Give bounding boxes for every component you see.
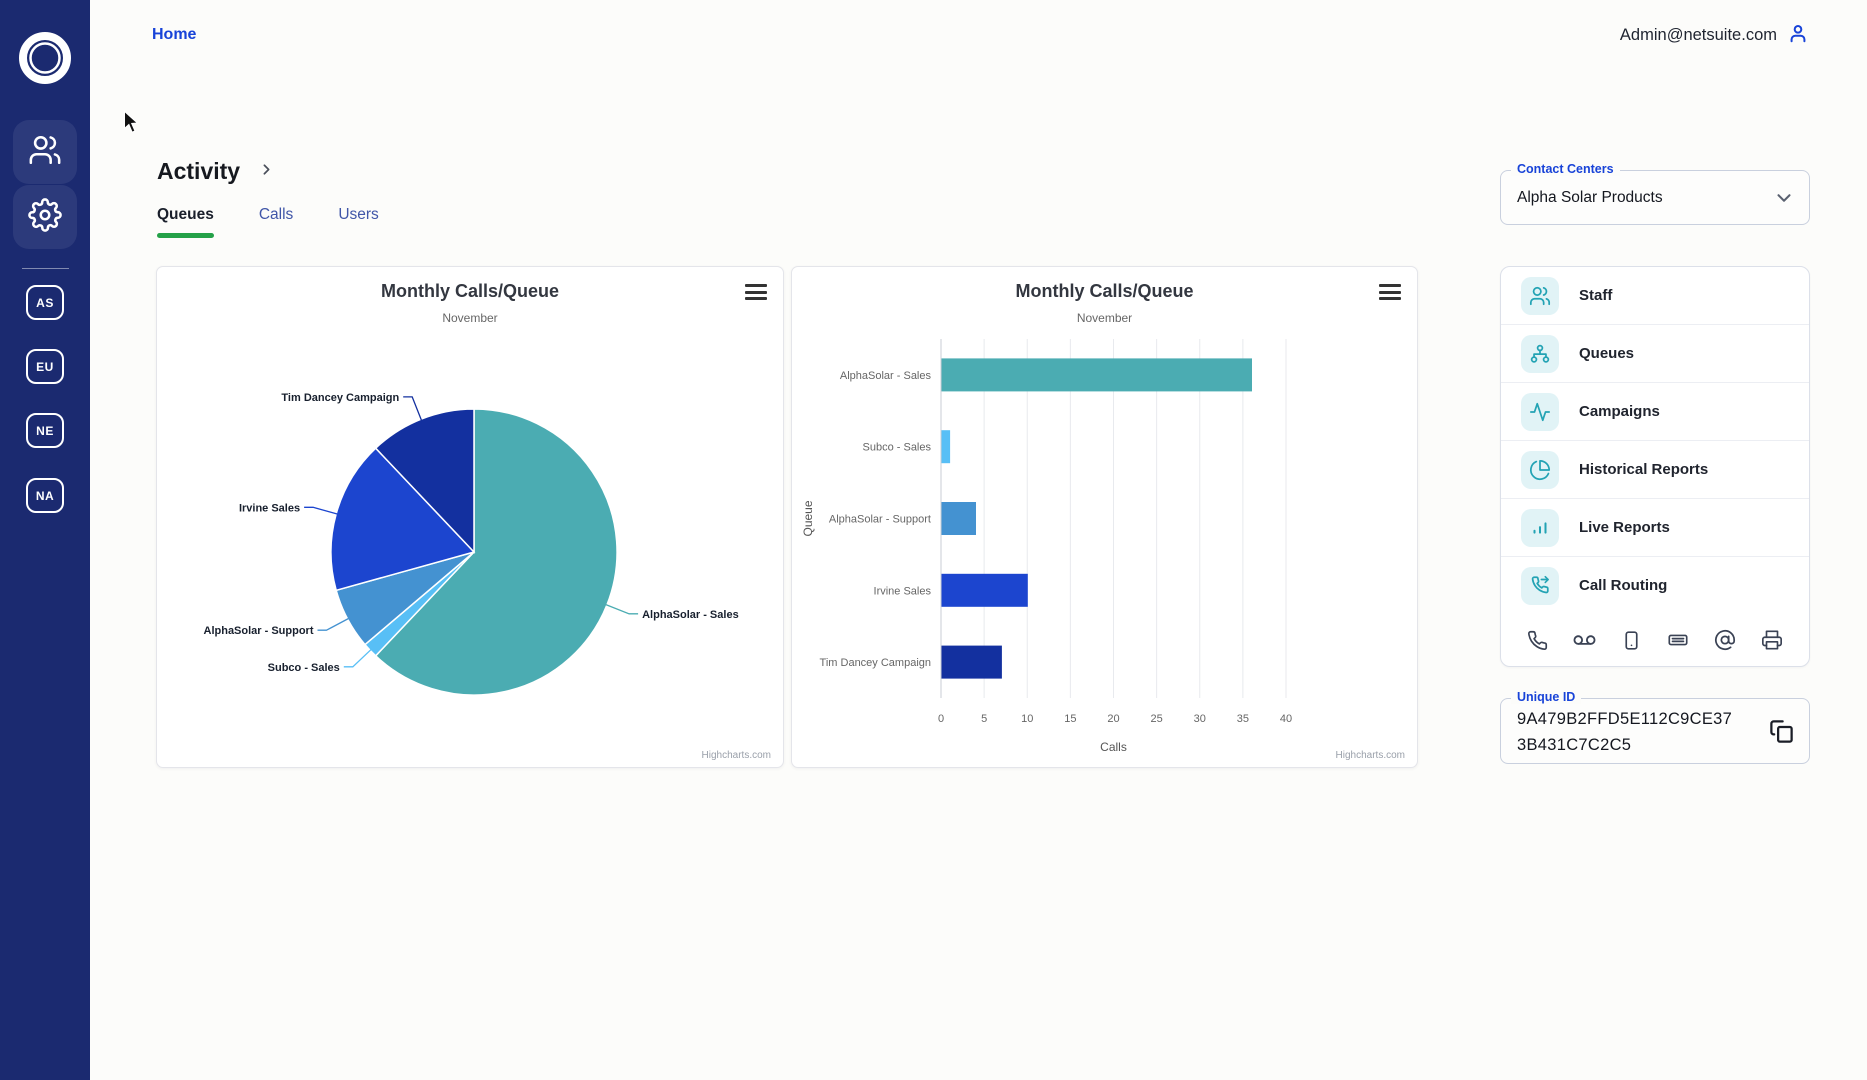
mouse-cursor [122, 109, 140, 139]
chevron-down-icon [1773, 187, 1795, 214]
bar-chart-card: Monthly Calls/Queue November 0 5 10 15 20 25 3… [791, 266, 1418, 768]
svg-text:15: 15 [1064, 713, 1076, 725]
historical-reports-icon [1521, 450, 1559, 489]
chevron-right-icon[interactable] [258, 161, 275, 183]
admin-menu: Staff Queues Campaigns Historical Report… [1500, 266, 1810, 667]
region-badge-na[interactable]: NA [26, 478, 64, 513]
admin-email: Admin@netsuite.com [1619, 26, 1777, 44]
svg-text:30: 30 [1194, 713, 1206, 725]
svg-text:25: 25 [1151, 713, 1163, 725]
queues-icon [1521, 334, 1559, 373]
activity-tabs: Queues Calls Users [157, 206, 379, 238]
tab-calls[interactable]: Calls [258, 206, 294, 223]
channel-icon-row [1501, 614, 1809, 666]
svg-text:35: 35 [1237, 713, 1249, 725]
active-tab-underline [157, 233, 214, 238]
menu-item-historical-reports[interactable]: Historical Reports [1501, 441, 1809, 499]
unique-id-field: Unique ID 9A479B2FFD5E112C9CE37 3B431C7C… [1500, 690, 1810, 764]
voicemail-icon[interactable] [1573, 629, 1596, 652]
sidebar-divider [22, 268, 69, 269]
svg-text:AlphaSolar - Support: AlphaSolar - Support [204, 625, 314, 637]
staff-icon [1521, 276, 1559, 315]
svg-text:AlphaSolar - Sales: AlphaSolar - Sales [840, 370, 932, 382]
svg-text:40: 40 [1280, 713, 1292, 725]
tab-users[interactable]: Users [338, 206, 379, 223]
bar-chart-subtitle: November [1076, 311, 1133, 325]
admin-account-menu[interactable]: Admin@netsuite.com [1620, 22, 1809, 49]
svg-text:AlphaSolar - Support: AlphaSolar - Support [829, 514, 931, 526]
copy-icon[interactable] [1768, 718, 1795, 750]
pie-chart-card: Monthly Calls/Queue November AlphaSolar … [156, 266, 784, 768]
tab-queues[interactable]: Queues [157, 206, 214, 238]
svg-text:Irvine Sales: Irvine Sales [239, 502, 300, 514]
unique-id-value: 9A479B2FFD5E112C9CE37 3B431C7C2C5 [1517, 706, 1732, 758]
chart-menu-icon[interactable] [1379, 284, 1401, 300]
svg-text:Irvine Sales: Irvine Sales [874, 585, 932, 597]
svg-text:Calls: Calls [1100, 740, 1127, 754]
unique-id-line1: 9A479B2FFD5E112C9CE37 [1517, 710, 1733, 728]
menu-item-label: Staff [1579, 287, 1613, 304]
sidebar: AS EU NE NA [0, 0, 90, 1080]
campaigns-icon [1521, 392, 1559, 431]
svg-text:Tim Dancey Campaign: Tim Dancey Campaign [820, 657, 931, 669]
breadcrumb-home-link[interactable]: Home [152, 26, 197, 43]
call-routing-icon [1521, 566, 1559, 605]
menu-item-staff[interactable]: Staff [1501, 267, 1809, 325]
svg-text:Subco - Sales: Subco - Sales [863, 442, 932, 454]
menu-item-label: Live Reports [1579, 519, 1670, 536]
pie-chart[interactable]: AlphaSolar - Sales Subco - Sales AlphaSola… [157, 267, 783, 767]
svg-text:0: 0 [938, 713, 944, 725]
svg-text:20: 20 [1107, 713, 1119, 725]
menu-item-label: Call Routing [1579, 577, 1668, 594]
sidebar-item-users[interactable] [13, 120, 77, 184]
menu-item-label: Campaigns [1579, 403, 1660, 420]
menu-item-label: Historical Reports [1579, 461, 1709, 478]
ring-logo-icon[interactable] [17, 30, 73, 86]
svg-text:5: 5 [981, 713, 987, 725]
tab-queues-label: Queues [157, 206, 214, 223]
users-icon [28, 133, 62, 172]
keyboard-icon[interactable] [1667, 629, 1689, 651]
smartphone-icon[interactable] [1621, 630, 1642, 651]
bar-chart-title: Monthly Calls/Queue [1015, 281, 1194, 301]
menu-item-queues[interactable]: Queues [1501, 325, 1809, 383]
unique-id-line2: 3B431C7C2C5 [1517, 736, 1632, 754]
menu-item-label: Queues [1579, 345, 1635, 362]
svg-text:AlphaSolar - Sales: AlphaSolar - Sales [642, 609, 739, 621]
menu-item-live-reports[interactable]: Live Reports [1501, 499, 1809, 557]
unique-id-label: Unique ID [1511, 690, 1582, 704]
page-title: Activity [157, 158, 241, 184]
chart-menu-icon[interactable] [745, 284, 767, 300]
menu-item-campaigns[interactable]: Campaigns [1501, 383, 1809, 441]
printer-icon[interactable] [1761, 629, 1783, 651]
svg-text:Subco - Sales: Subco - Sales [268, 662, 340, 674]
sidebar-item-settings[interactable] [13, 185, 77, 249]
region-badge-eu[interactable]: EU [26, 349, 64, 384]
bar-chart[interactable]: 0 5 10 15 20 25 30 35 40 AlphaSolar - Sales Subco … [792, 267, 1417, 767]
svg-text:Tim Dancey Campaign: Tim Dancey Campaign [281, 392, 399, 404]
contact-centers-label: Contact Centers [1511, 162, 1620, 176]
pie-chart-title: Monthly Calls/Queue [380, 281, 560, 301]
gear-icon [28, 197, 62, 237]
svg-text:Queue: Queue [801, 500, 815, 536]
region-badge-ne[interactable]: NE [26, 413, 64, 448]
menu-item-call-routing[interactable]: Call Routing [1501, 557, 1809, 614]
contact-centers-value: Alpha Solar Products [1517, 189, 1663, 206]
contact-centers-select[interactable]: Contact Centers Alpha Solar Products [1500, 162, 1810, 225]
live-reports-icon [1521, 508, 1559, 547]
at-sign-icon[interactable] [1714, 629, 1736, 651]
region-badge-as[interactable]: AS [26, 285, 64, 320]
phone-icon[interactable] [1527, 630, 1548, 651]
person-icon[interactable] [1787, 22, 1809, 49]
highcharts-credit-link[interactable]: Highcharts.com [1335, 750, 1405, 761]
highcharts-credit-link[interactable]: Highcharts.com [701, 750, 771, 761]
pie-chart-subtitle: November [442, 311, 498, 325]
svg-text:10: 10 [1021, 713, 1033, 725]
